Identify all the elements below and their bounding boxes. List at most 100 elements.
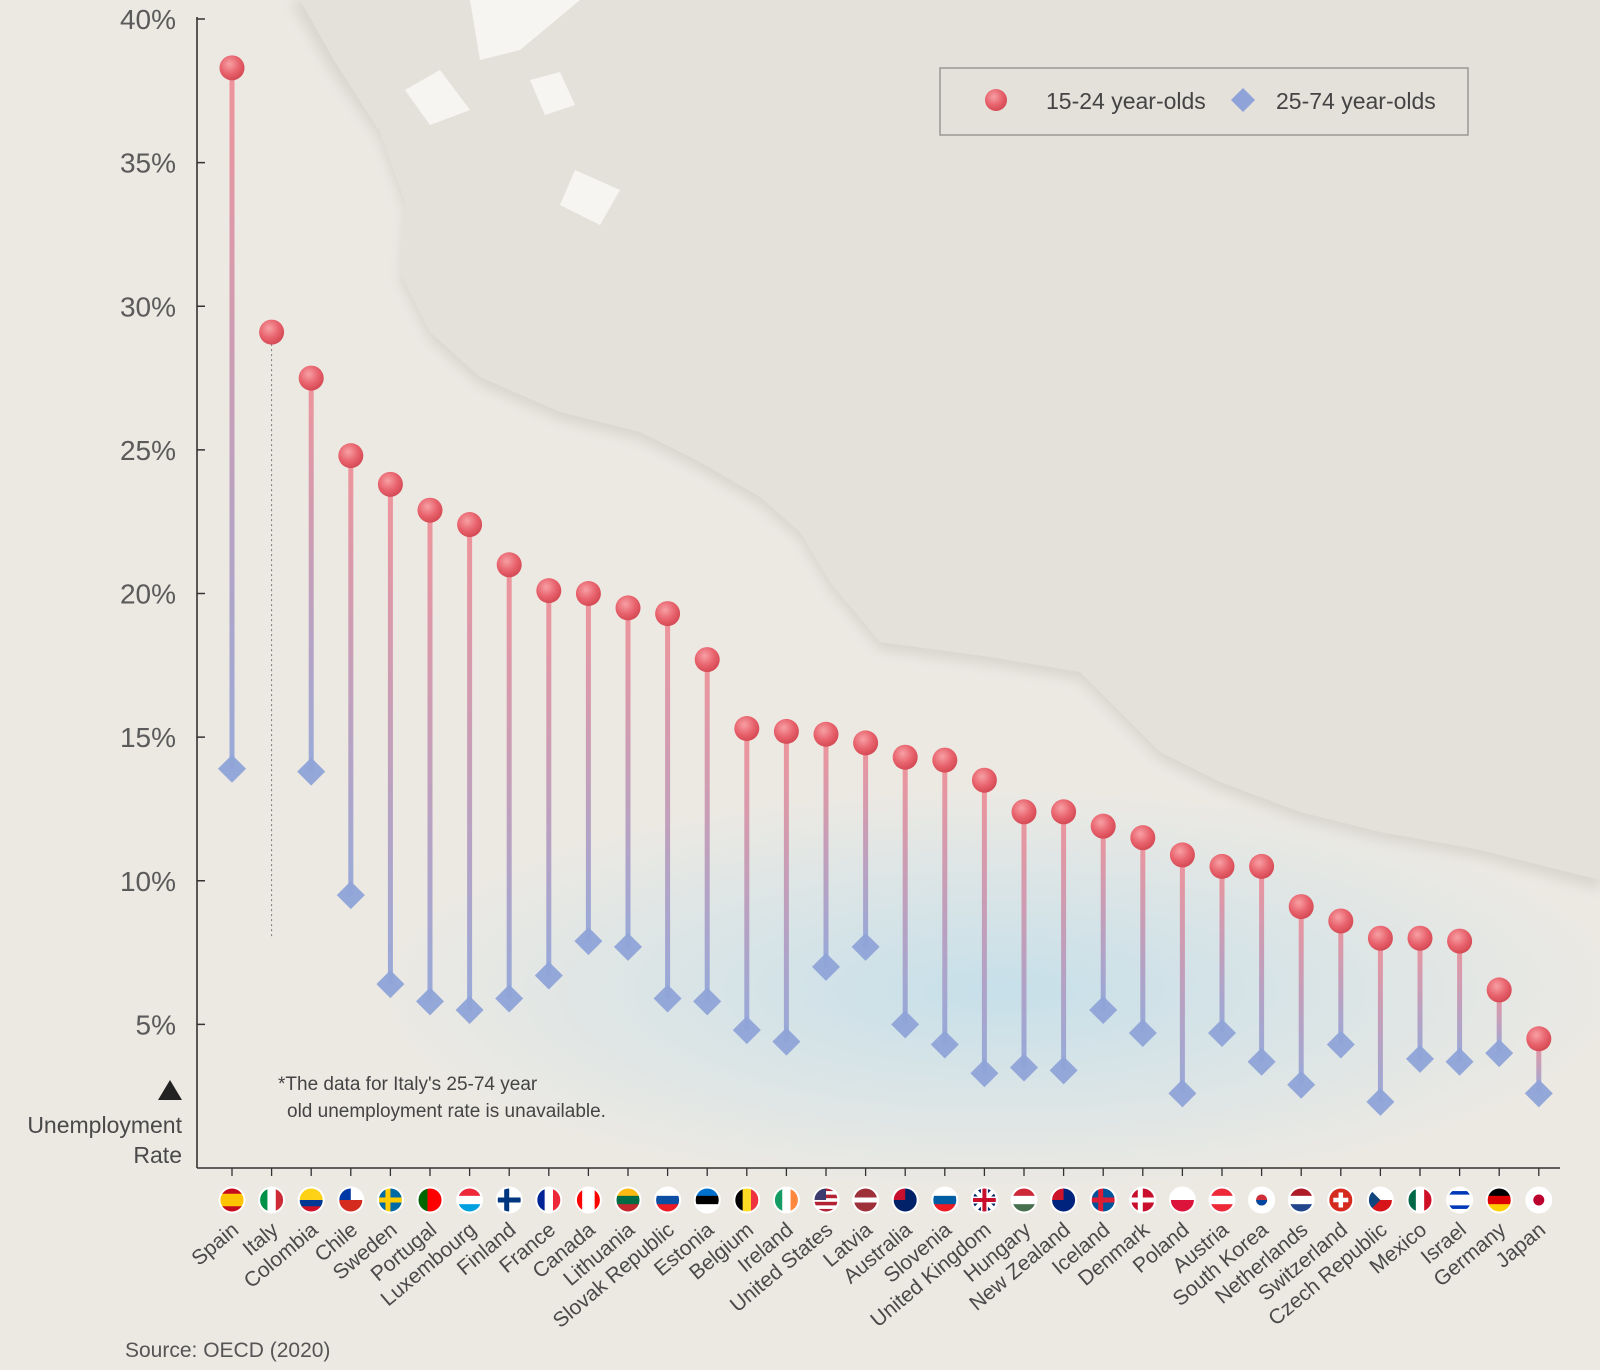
flag-band: [338, 1200, 364, 1213]
circle-point: [1328, 908, 1354, 934]
stem: [1259, 866, 1265, 1062]
circle-point: [1051, 799, 1077, 825]
flag-rim: [1248, 1186, 1276, 1214]
stem: [348, 455, 354, 896]
stem: [1061, 811, 1067, 1071]
flag-band: [1486, 1187, 1512, 1197]
flag-cross-v: [1098, 1187, 1104, 1213]
flag-band: [582, 1187, 596, 1213]
flag-band: [259, 1187, 268, 1213]
stem: [942, 760, 948, 1045]
flag-band: [575, 1187, 583, 1213]
stem: [546, 590, 552, 976]
diamond-point: [336, 881, 365, 910]
flag-rim: [931, 1186, 959, 1214]
diamond-point: [1049, 1056, 1078, 1085]
flag-band: [694, 1195, 720, 1205]
blue-glow: [380, 790, 1600, 1190]
legend-box: [939, 67, 1469, 136]
flag-rim: [456, 1186, 484, 1214]
flag-icon: [456, 1186, 484, 1214]
flag-rim: [1010, 1186, 1038, 1214]
circle-point: [1407, 925, 1433, 951]
axis-triangle-icon: [158, 1080, 182, 1100]
flag-band: [1288, 1204, 1314, 1213]
flag-icon: [772, 1186, 800, 1214]
flag-cross-v: [385, 1187, 391, 1213]
flag-band: [932, 1195, 958, 1205]
flag-rim: [654, 1186, 682, 1214]
flag-band: [813, 1201, 839, 1206]
y-axis-title-line-2: Rate: [133, 1142, 182, 1168]
flag-rim: [891, 1186, 919, 1214]
diamond-point: [416, 987, 444, 1016]
flag-rim: [1287, 1186, 1315, 1214]
flag-icon: [1525, 1186, 1553, 1214]
circle-point: [932, 747, 958, 773]
stem: [1417, 938, 1423, 1059]
flag-icon: [1327, 1186, 1355, 1214]
flag-band: [417, 1187, 428, 1213]
flag-icon: [654, 1186, 682, 1214]
flag-band: [1011, 1195, 1037, 1205]
stem: [1338, 920, 1344, 1045]
flag-band: [219, 1187, 245, 1195]
flag-band: [1209, 1195, 1235, 1205]
diamond-point: [218, 754, 246, 783]
flag-rim: [1446, 1186, 1474, 1214]
flag-icon: [1168, 1186, 1196, 1214]
flag-icon: [1129, 1186, 1157, 1214]
flag-rim: [1366, 1186, 1394, 1214]
circle-point: [853, 730, 879, 756]
flag-band: [1415, 1187, 1425, 1213]
y-axis-title-line-1: Unemployment: [27, 1112, 182, 1138]
y-tick-label: 30%: [120, 291, 176, 322]
circle-point: [1090, 813, 1116, 839]
flag-icon: [258, 1186, 286, 1214]
flag-rim: [1208, 1186, 1236, 1214]
flag-band: [853, 1187, 879, 1198]
y-ticks: 5% 10% 15% 20% 25% 30% 35% 40%: [120, 4, 205, 1040]
flag-rim: [416, 1186, 444, 1214]
circle-point: [298, 365, 324, 391]
flag-rim: [337, 1186, 365, 1214]
circle-point: [1249, 853, 1275, 879]
legend-label-series-1: 15-24 year-olds: [1046, 88, 1206, 114]
flag-band: [932, 1204, 958, 1213]
circle-point: [338, 443, 364, 469]
stem: [1219, 866, 1225, 1033]
stem: [427, 510, 433, 1002]
flag-rim: [1129, 1186, 1157, 1214]
flag-band: [813, 1208, 839, 1213]
diamond-point: [495, 984, 524, 1013]
flag-band: [298, 1206, 324, 1213]
flag-rim: [693, 1186, 721, 1214]
flag-band: [1169, 1187, 1195, 1201]
diamond-point: [534, 961, 563, 990]
diamond-point: [574, 927, 603, 956]
flag-icon: [1446, 1186, 1474, 1214]
flag-icon: [812, 1186, 840, 1214]
flag-icon: [1366, 1186, 1394, 1214]
diamond-point: [1406, 1044, 1434, 1073]
flag-band: [594, 1187, 601, 1213]
y-tick-label: 35%: [120, 148, 176, 179]
diamond-point: [693, 987, 722, 1016]
stem: [1536, 1038, 1542, 1094]
flag-icon: [495, 1186, 523, 1214]
flag-rim: [1089, 1186, 1117, 1214]
circle-point: [259, 319, 285, 345]
flag-band: [694, 1187, 720, 1197]
flag-triangle: [1367, 1187, 1381, 1213]
flag-icon: [852, 1186, 880, 1214]
circle-point: [734, 716, 760, 742]
flag-band: [655, 1187, 681, 1197]
markers: [218, 55, 1553, 1116]
circle-point: [457, 512, 483, 538]
note-line-1: *The data for Italy's 25-74 year: [278, 1074, 538, 1095]
flag-disc: [1533, 1194, 1545, 1206]
diamond-point: [653, 984, 682, 1013]
flag-icon: [1050, 1186, 1078, 1214]
